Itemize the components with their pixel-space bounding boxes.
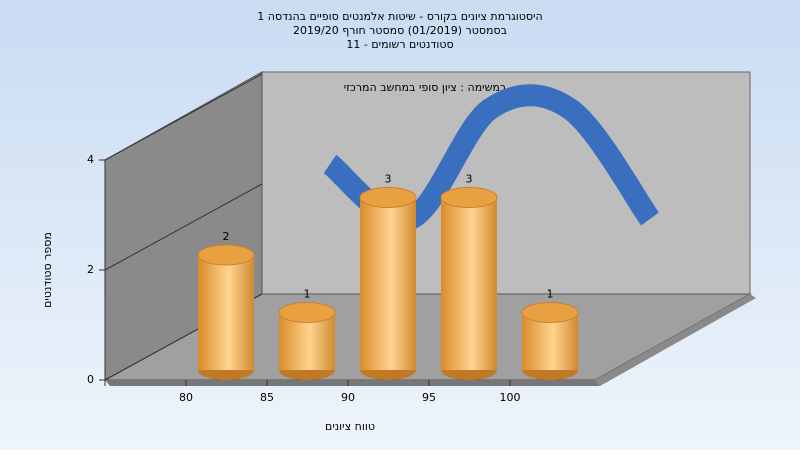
y-axis-label: מספר סטודנטים <box>41 232 54 308</box>
value-label: 3 <box>466 173 473 186</box>
floor-edge <box>105 380 600 386</box>
bar-body <box>198 255 254 370</box>
y-tick-label: 2 <box>87 263 94 276</box>
chart-title: היסטוגרמת ציונים בקורס - שיטות אלמנטים ס… <box>257 10 542 23</box>
bar <box>440 187 498 380</box>
x-tick-label: 95 <box>422 391 436 404</box>
chart-title: בסמסטר (01/2019) סמסטר חורף 2019/20 <box>293 24 507 37</box>
y-tick-label: 0 <box>87 373 94 386</box>
grid-line <box>104 73 263 161</box>
bar-top <box>359 187 417 208</box>
bar-body <box>360 197 416 370</box>
bar <box>521 302 579 380</box>
x-axis-label: טווח ציונים <box>325 420 375 433</box>
x-tick-label: 85 <box>260 391 274 404</box>
chart-title: סטודנטים רשומים - 11 <box>346 38 453 51</box>
bar <box>278 302 336 380</box>
x-tick-label: 100 <box>500 391 521 404</box>
grid-line <box>104 183 263 271</box>
value-label: 3 <box>385 173 392 186</box>
value-label: 1 <box>304 288 311 301</box>
x-tick-label: 90 <box>341 391 355 404</box>
bar <box>197 244 255 380</box>
annotation: במשימה : ציון סופי במחשב המרכזי <box>344 81 507 94</box>
bar-top <box>440 187 498 208</box>
bar-body <box>441 197 497 370</box>
value-label: 2 <box>223 230 230 243</box>
bar-top <box>521 302 579 323</box>
y-tick-label: 4 <box>87 153 94 166</box>
value-label: 1 <box>547 288 554 301</box>
floor-side <box>595 294 756 386</box>
bar <box>359 187 417 380</box>
x-tick-label: 80 <box>179 391 193 404</box>
bar-top <box>278 302 336 323</box>
bar-top <box>197 244 255 266</box>
